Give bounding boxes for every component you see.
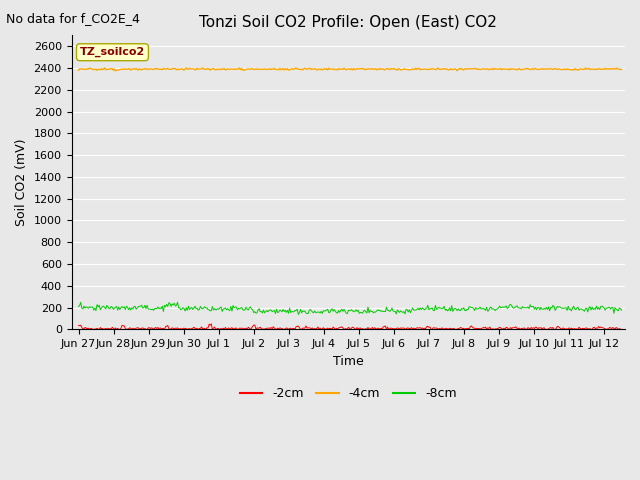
-4cm: [338, 66, 346, 72]
-4cm: [335, 66, 342, 72]
-2cm: [607, 325, 614, 331]
Text: TZ_soilco2: TZ_soilco2: [80, 47, 145, 58]
Title: Tonzi Soil CO2 Profile: Open (East) CO2: Tonzi Soil CO2 Profile: Open (East) CO2: [199, 15, 497, 30]
-4cm: [607, 66, 614, 72]
-4cm: [400, 66, 408, 72]
-4cm: [618, 66, 625, 72]
-2cm: [522, 326, 529, 332]
-4cm: [101, 65, 109, 71]
Line: -8cm: -8cm: [79, 302, 621, 314]
-2cm: [335, 325, 342, 331]
-2cm: [75, 323, 83, 328]
X-axis label: Time: Time: [333, 355, 364, 368]
-8cm: [294, 312, 302, 317]
-2cm: [338, 324, 346, 330]
-8cm: [371, 309, 378, 315]
-8cm: [400, 309, 408, 314]
-8cm: [607, 306, 614, 312]
Line: -4cm: -4cm: [79, 68, 621, 71]
-4cm: [75, 67, 83, 73]
-4cm: [112, 68, 120, 73]
-4cm: [371, 66, 378, 72]
-8cm: [618, 307, 625, 313]
-8cm: [338, 306, 346, 312]
Line: -2cm: -2cm: [79, 324, 621, 329]
-8cm: [77, 300, 84, 305]
-2cm: [618, 326, 625, 332]
-8cm: [335, 308, 342, 313]
-2cm: [89, 326, 97, 332]
-2cm: [400, 325, 408, 331]
-2cm: [207, 321, 215, 327]
-8cm: [75, 303, 83, 309]
Text: No data for f_CO2E_4: No data for f_CO2E_4: [6, 12, 140, 25]
-4cm: [522, 66, 529, 72]
-8cm: [522, 305, 529, 311]
Legend: -2cm, -4cm, -8cm: -2cm, -4cm, -8cm: [235, 383, 462, 406]
Y-axis label: Soil CO2 (mV): Soil CO2 (mV): [15, 139, 28, 226]
-2cm: [371, 325, 378, 331]
